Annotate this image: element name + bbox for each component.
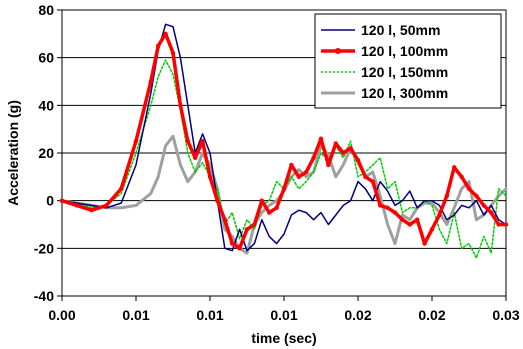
series-point-1: [207, 174, 213, 180]
series-point-1: [267, 210, 272, 215]
series-point-1: [215, 198, 220, 203]
series-point-1: [474, 193, 479, 199]
x-axis-ticks: 0.00 0.01 0.01 0.01 0.02 0.02 0.03: [48, 296, 520, 323]
series-point-1: [370, 179, 375, 184]
series-point-1: [163, 31, 168, 37]
series-point-1: [59, 198, 65, 203]
series-point-1: [407, 222, 412, 227]
y-tick-label: 40: [38, 97, 54, 113]
series-point-1: [459, 174, 464, 180]
x-tick-label: 0.01: [196, 307, 223, 323]
x-tick-label: 0.00: [48, 307, 75, 323]
series-point-1: [355, 157, 361, 163]
series-point-1: [148, 79, 153, 84]
series-point-1: [222, 217, 227, 222]
y-tick-label: -20: [34, 240, 54, 256]
x-tick-label: 0.02: [418, 307, 445, 323]
x-tick-label: 0.01: [270, 307, 297, 323]
series-point-1: [444, 193, 449, 199]
legend-label-3: 120 l, 300mm: [361, 85, 448, 101]
x-axis-title: time (sec): [251, 330, 316, 346]
series-point-1: [156, 43, 161, 48]
series-point-1: [281, 186, 287, 191]
legend-label-0: 120 l, 50mm: [361, 22, 440, 38]
series-point-1: [385, 205, 390, 211]
y-tick-label: 0: [46, 193, 54, 209]
series-point-1: [89, 208, 94, 213]
series-layer: [59, 23, 509, 259]
series-point-1: [489, 210, 494, 215]
series-point-1: [481, 203, 486, 208]
series-line-0: [61, 23, 507, 252]
series-point-1: [304, 169, 309, 175]
series-point-1: [341, 150, 346, 156]
series-point-1: [503, 222, 509, 227]
x-tick-label: 0.03: [492, 307, 519, 323]
series-point-1: [415, 217, 420, 222]
series-point-1: [119, 186, 124, 191]
series-point-1: [466, 186, 472, 191]
series-line-2: [61, 59, 507, 259]
series-point-1: [244, 227, 250, 232]
series-point-1: [296, 174, 301, 180]
series-point-1: [230, 241, 235, 246]
y-tick-label: 80: [38, 2, 54, 18]
series-point-1: [104, 203, 109, 208]
series-point-1: [496, 222, 501, 227]
series-point-1: [133, 138, 139, 144]
series-point-1: [333, 141, 338, 146]
legend-label-2: 120 l, 150mm: [361, 64, 448, 80]
series-point-1: [74, 203, 80, 208]
legend-label-1: 120 l, 100mm: [361, 43, 448, 59]
y-tick-label: 60: [38, 50, 54, 66]
x-tick-label: 0.01: [122, 307, 149, 323]
legend-marker-1: [335, 48, 341, 54]
series-point-1: [252, 222, 257, 227]
series-point-1: [185, 138, 190, 144]
series-point-1: [392, 210, 398, 215]
series-point-1: [318, 136, 324, 141]
series-point-1: [348, 146, 353, 151]
series-point-1: [437, 212, 442, 218]
series-point-1: [178, 103, 183, 108]
y-tick-label: 20: [38, 145, 54, 161]
y-tick-label: -40: [34, 288, 54, 304]
series-point-1: [452, 165, 457, 170]
series-point-1: [274, 205, 279, 211]
series-point-1: [193, 155, 198, 160]
y-axis-ticks: -40 -20 0 20 40 60 80: [34, 2, 62, 304]
series-point-1: [170, 50, 176, 56]
series-point-1: [237, 246, 242, 251]
legend: 120 l, 50mm 120 l, 100mm 120 l, 150mm 120 l…: [314, 13, 502, 109]
series-point-1: [400, 217, 405, 222]
series-point-1: [326, 162, 331, 168]
series-point-1: [289, 162, 294, 168]
series-point-1: [429, 227, 435, 232]
y-axis-title: Acceleration (g): [5, 100, 21, 206]
x-tick-label: 0.02: [344, 307, 371, 323]
series-point-1: [422, 241, 427, 246]
series-point-1: [363, 174, 368, 180]
series-point-1: [378, 203, 383, 208]
series-point-1: [259, 198, 264, 203]
series-point-1: [311, 155, 316, 160]
series-point-1: [200, 138, 205, 144]
